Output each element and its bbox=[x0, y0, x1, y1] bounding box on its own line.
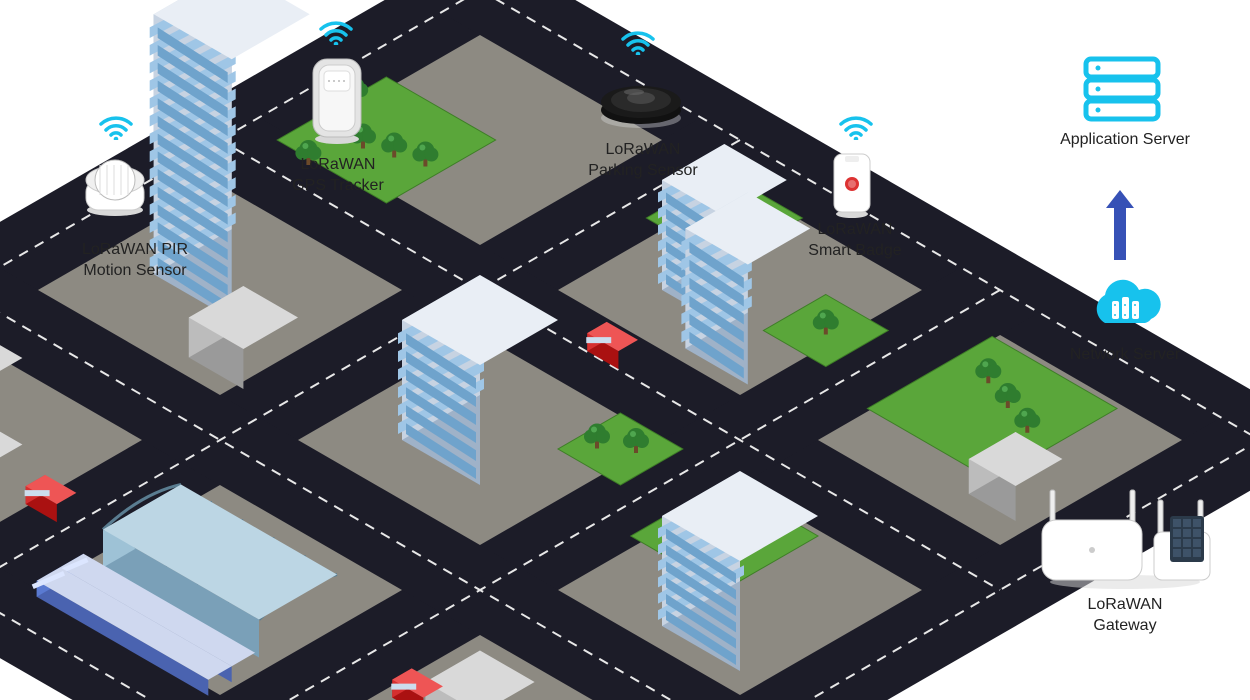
wifi-icon bbox=[838, 110, 874, 140]
gps-tracker-device bbox=[307, 55, 367, 150]
wifi-icon bbox=[318, 15, 354, 45]
wifi-icon bbox=[620, 25, 656, 55]
smart-badge-device bbox=[828, 150, 876, 225]
network-server-icon bbox=[1085, 275, 1165, 342]
parking-sensor-device bbox=[596, 70, 686, 135]
diagram-stage: LoRaWAN PIR Motion Sensor LoRaWAN GPS Tr… bbox=[0, 0, 1250, 700]
gateway-device bbox=[1030, 480, 1220, 595]
wifi-icon bbox=[98, 110, 134, 140]
application-server-icon bbox=[1082, 55, 1162, 130]
pir-sensor-device bbox=[80, 150, 150, 225]
